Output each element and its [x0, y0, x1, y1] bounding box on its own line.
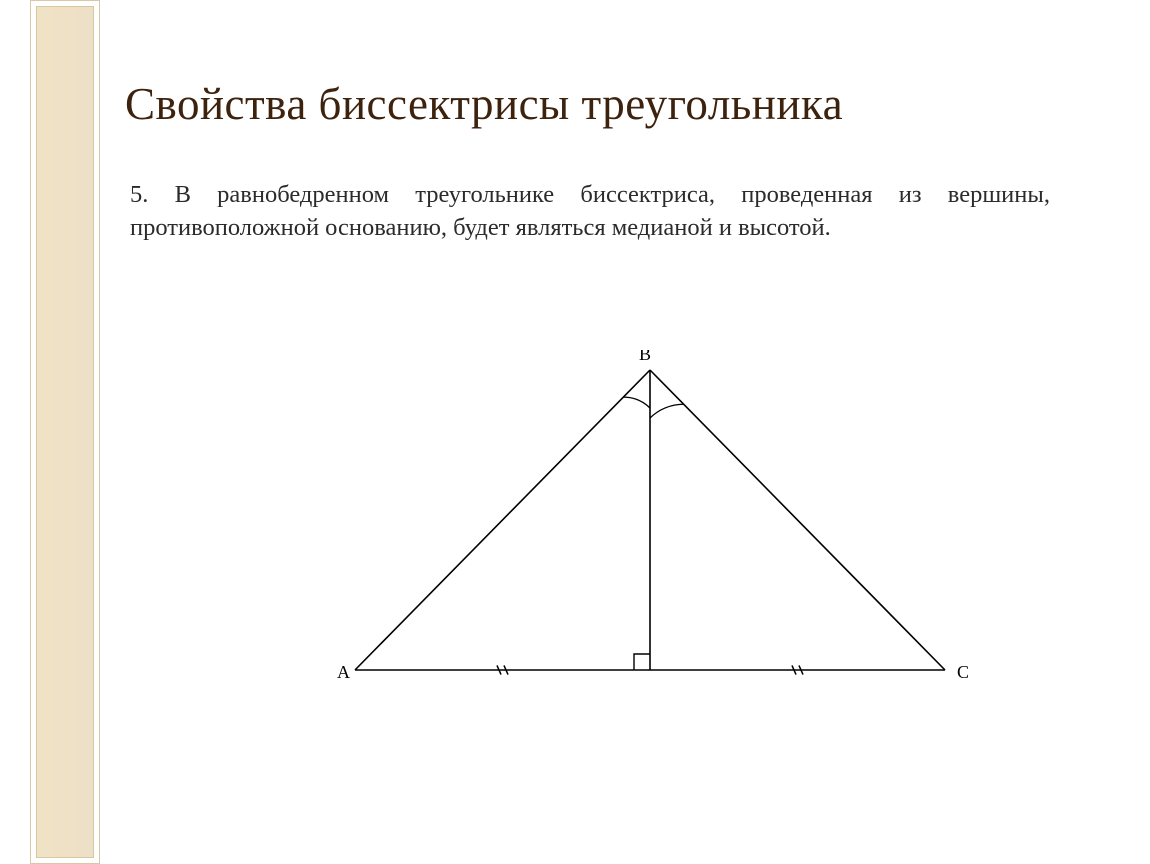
decorative-side-border — [30, 0, 100, 864]
triangle-figure: A B C — [310, 350, 990, 730]
slide-title: Свойства биссектрисы треугольника — [125, 78, 1125, 130]
svg-text:C: C — [957, 662, 969, 682]
slide: Свойства биссектрисы треугольника 5. В р… — [0, 0, 1150, 864]
svg-text:B: B — [639, 350, 651, 364]
slide-body-text: 5. В равнобедренном треугольнике биссект… — [130, 178, 1050, 244]
svg-text:A: A — [337, 662, 350, 682]
